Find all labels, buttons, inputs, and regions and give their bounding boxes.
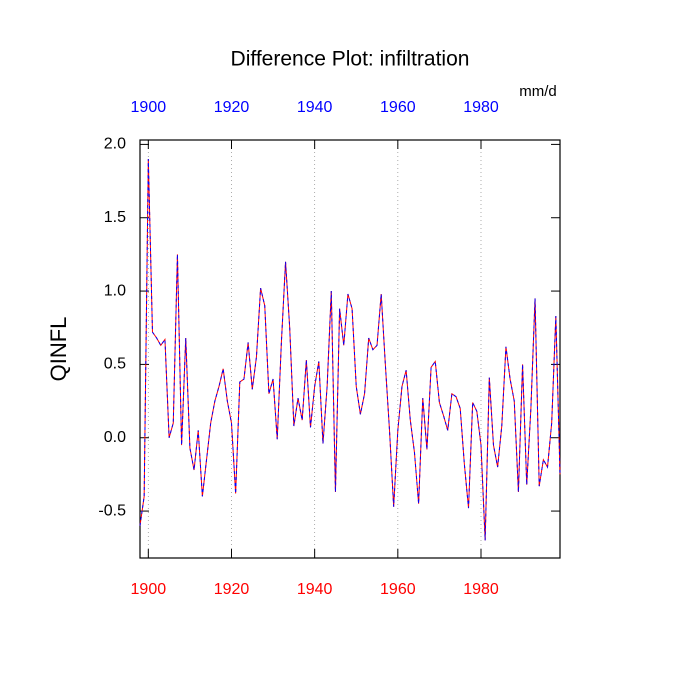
y-tick-label: 1.5 — [104, 209, 126, 226]
x-top-tick-label: 1960 — [380, 99, 416, 116]
x-top-tick-label: 1980 — [463, 99, 499, 116]
y-axis-label: QINFL — [46, 317, 71, 382]
y-tick-label: -0.5 — [98, 502, 126, 519]
y-tick-label: 2.0 — [104, 136, 126, 153]
chart-title: Difference Plot: infiltration — [231, 48, 470, 71]
x-tick-label: 1940 — [297, 581, 333, 598]
data-line — [139, 159, 561, 541]
x-top-tick-label: 1920 — [214, 99, 250, 116]
x-tick-label: 1900 — [131, 581, 167, 598]
units: mm/d — [519, 83, 557, 100]
x-tick-label: 1980 — [463, 581, 499, 598]
x-top-tick-label: 1940 — [297, 99, 333, 116]
x-top-tick-label: 1900 — [131, 99, 167, 116]
y-tick-label: 1.0 — [104, 282, 126, 299]
y-tick-label: 0.5 — [104, 356, 126, 373]
x-tick-label: 1920 — [214, 581, 250, 598]
x-tick-label: 1960 — [380, 581, 416, 598]
plot-frame — [139, 139, 561, 559]
y-tick-label: 0.0 — [104, 429, 126, 446]
data-line — [139, 159, 561, 541]
